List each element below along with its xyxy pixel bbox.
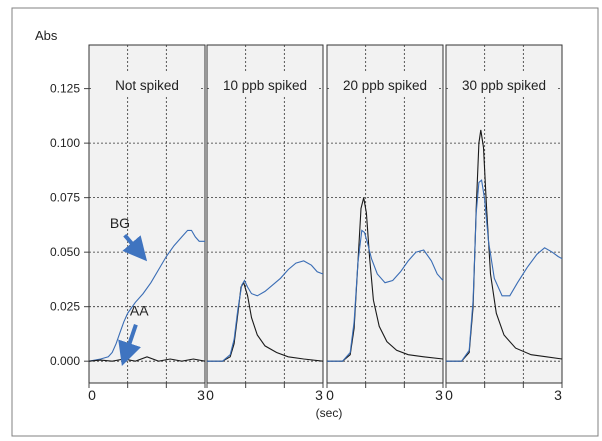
panel-background-0: [88, 44, 206, 384]
panel-title-2: 20 ppb spiked: [343, 78, 427, 93]
panel-title-background-2: [331, 73, 439, 95]
panel-3: 0 3 30 ppb spiked: [445, 44, 563, 403]
series-line-bg-panel-1: [207, 260, 324, 362]
panel-title-3: 30 ppb spiked: [462, 78, 546, 93]
annotation-aa-arrow: [118, 324, 141, 367]
series-line-bg-panel-2: [327, 229, 444, 362]
series-line-aa-panel-2: [327, 197, 444, 362]
panel-2-xtick-label-3: 3: [435, 387, 443, 403]
y-tick-label-3: 0.075: [50, 191, 80, 205]
panel-0: 0 3 Not spiked BG AA: [88, 44, 206, 403]
panel-title-background-1: [211, 73, 319, 95]
panel-1-xtick-label-3: 3: [315, 387, 323, 403]
panel-background-1: [206, 44, 324, 384]
panel-0-xtick-label-0: 0: [88, 387, 96, 403]
panel-1-xtick-label-0: 0: [206, 387, 214, 403]
annotation-bg-label: BG: [110, 215, 130, 231]
series-line-bg-panel-3: [446, 179, 563, 362]
y-tick-label-5: 0.125: [50, 82, 80, 96]
y-axis: 0.000 0.025 0.050 0.075 0.100 0.125: [50, 82, 89, 368]
panel-background-2: [326, 44, 444, 384]
series-line-aa-panel-1: [207, 281, 324, 362]
panel-3-xtick-label-0: 0: [445, 387, 453, 403]
y-tick-label-0: 0.000: [50, 354, 80, 368]
series-line-aa-panel-0: [88, 356, 206, 362]
panel-title-background-0: [93, 73, 201, 95]
annotation-aa-label: AA: [130, 302, 149, 318]
annotation-bg-arrow: [122, 233, 148, 262]
panel-2: 0 3 20 ppb spiked: [326, 44, 444, 403]
y-tick-label-2: 0.050: [50, 245, 80, 259]
x-axis-label: (sec): [316, 406, 343, 420]
panel-2-xtick-label-0: 0: [326, 387, 334, 403]
panel-title-0: Not spiked: [115, 78, 179, 93]
panel-title-background-3: [450, 73, 558, 95]
panel-1: 0 3 10 ppb spiked: [206, 44, 324, 403]
panel-0-xtick-label-3: 3: [197, 387, 205, 403]
y-tick-label-4: 0.100: [50, 136, 80, 150]
panel-background-3: [445, 44, 563, 384]
y-tick-label-1: 0.025: [50, 300, 80, 314]
y-axis-label: Abs: [35, 28, 58, 43]
panel-title-1: 10 ppb spiked: [223, 78, 307, 93]
panel-3-xtick-label-3: 3: [554, 387, 562, 403]
series-line-bg-panel-0: [88, 229, 205, 362]
